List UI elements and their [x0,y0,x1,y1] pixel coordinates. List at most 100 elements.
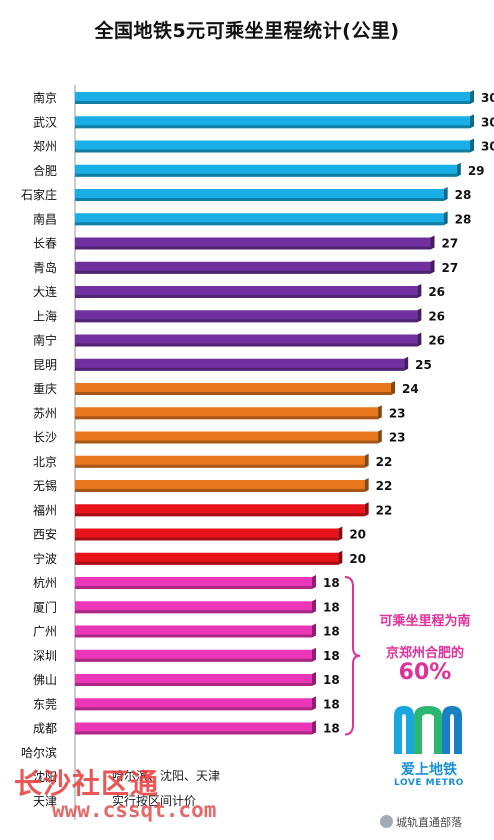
logo-name: 爱上地铁 [401,762,457,778]
annotation-line2: 京郑州合肥的 [385,646,464,661]
bar-end-face [364,453,369,468]
category-label: 南昌 [33,211,57,226]
bar-end-face [404,356,409,371]
category-label: 石家庄 [21,187,57,202]
value-label: 26 [428,334,445,348]
bar-shadow [75,101,470,104]
bar-end-face [430,235,435,250]
category-label: 长春 [33,237,57,251]
bar-end-face [364,478,369,492]
annotation-percent: 60% [398,660,452,685]
value-label: 28 [455,212,472,226]
value-label: 30 [481,91,494,105]
bar-shadow [75,634,312,638]
value-label: 22 [376,479,393,493]
bar-shadow [75,246,431,250]
bar-end-face [312,647,316,662]
bar-shadow [75,513,365,517]
category-label: 佛山 [33,673,57,687]
watermark-account-text: 城轨直通部落 [396,816,462,829]
bar-shadow [75,149,470,153]
category-label: 福州 [33,502,57,517]
bar-shadow [75,392,391,395]
category-label: 沈阳 [33,769,57,784]
value-label: 20 [349,552,366,566]
category-label: 长沙 [33,431,57,445]
value-label: 18 [323,625,340,639]
bar-end-face [470,114,474,129]
bar-shadow [75,561,339,565]
bar-shadow [75,343,418,347]
watermark-main: 长沙社区通 [14,767,160,800]
category-label: 南宁 [33,333,57,348]
category-label: 宁波 [33,551,57,566]
value-label: 18 [323,576,340,590]
category-label: 大连 [33,284,57,299]
bar-end-face [377,405,382,420]
value-label: 18 [323,722,340,736]
value-label: 29 [468,164,485,178]
category-label: 上海 [33,308,57,323]
bar-end-face [391,381,395,395]
category-label: 合肥 [33,163,57,178]
pricing-note-line1: 哈尔滨、沈阳、天津 [112,769,221,783]
value-label: 18 [323,600,340,614]
logo-subtitle: LOVE METRO [394,778,464,788]
value-label: 27 [442,237,459,251]
value-label: 28 [455,188,472,202]
category-label: 杭州 [33,575,57,590]
category-label: 无锡 [33,478,57,493]
bar-shadow [75,270,431,274]
bar-end-face [312,599,316,614]
bar-shadow [75,367,405,371]
chart-title: 全国地铁5元可乘坐里程统计(公里) [94,20,400,42]
bar-end-face [312,623,316,638]
category-label: 昆明 [33,358,57,372]
bar-end-face [312,575,316,589]
bar-shadow [75,125,470,129]
bar-end-face [430,259,435,274]
category-label: 郑州 [33,139,57,154]
bar-shadow [75,222,444,226]
bar-end-face [312,720,316,735]
bar-shadow [75,586,312,589]
bar-shadow [75,489,365,492]
value-label: 27 [442,261,459,275]
value-label: 24 [402,382,419,396]
value-label: 30 [481,140,494,154]
bar-shadow [75,610,312,614]
bar-end-face [417,332,422,347]
value-label: 18 [323,649,340,663]
category-label: 厦门 [33,599,57,614]
bar-shadow [75,707,312,711]
bar-end-face [338,526,343,541]
value-label: 26 [428,309,445,323]
love-metro-logo [394,706,462,754]
category-label: 苏州 [33,406,57,420]
value-label: 18 [323,673,340,687]
category-label: 天津 [33,794,57,808]
bar-shadow [75,198,444,201]
bar-end-face [364,502,369,517]
bar-shadow [75,537,339,541]
category-label: 东莞 [33,697,57,711]
bar-end-face [338,550,343,565]
value-label: 26 [428,285,445,299]
bar-end-face [456,162,461,177]
value-label: 22 [376,503,393,517]
value-label: 20 [349,528,366,542]
category-label: 青岛 [33,260,57,275]
value-label: 25 [415,358,432,372]
bar-end-face [377,429,382,444]
bar-shadow [75,173,457,177]
bar-end-face [417,284,422,298]
account-avatar-icon [380,815,393,828]
value-label: 18 [323,697,340,711]
bar-end-face [312,672,316,686]
bar-end-face [443,211,448,226]
value-label: 23 [389,406,406,420]
pricing-note-line2: 实行按区间计价 [112,794,197,808]
category-label: 成都 [33,722,57,736]
category-label: 深圳 [33,649,57,663]
bar-shadow [75,683,312,686]
